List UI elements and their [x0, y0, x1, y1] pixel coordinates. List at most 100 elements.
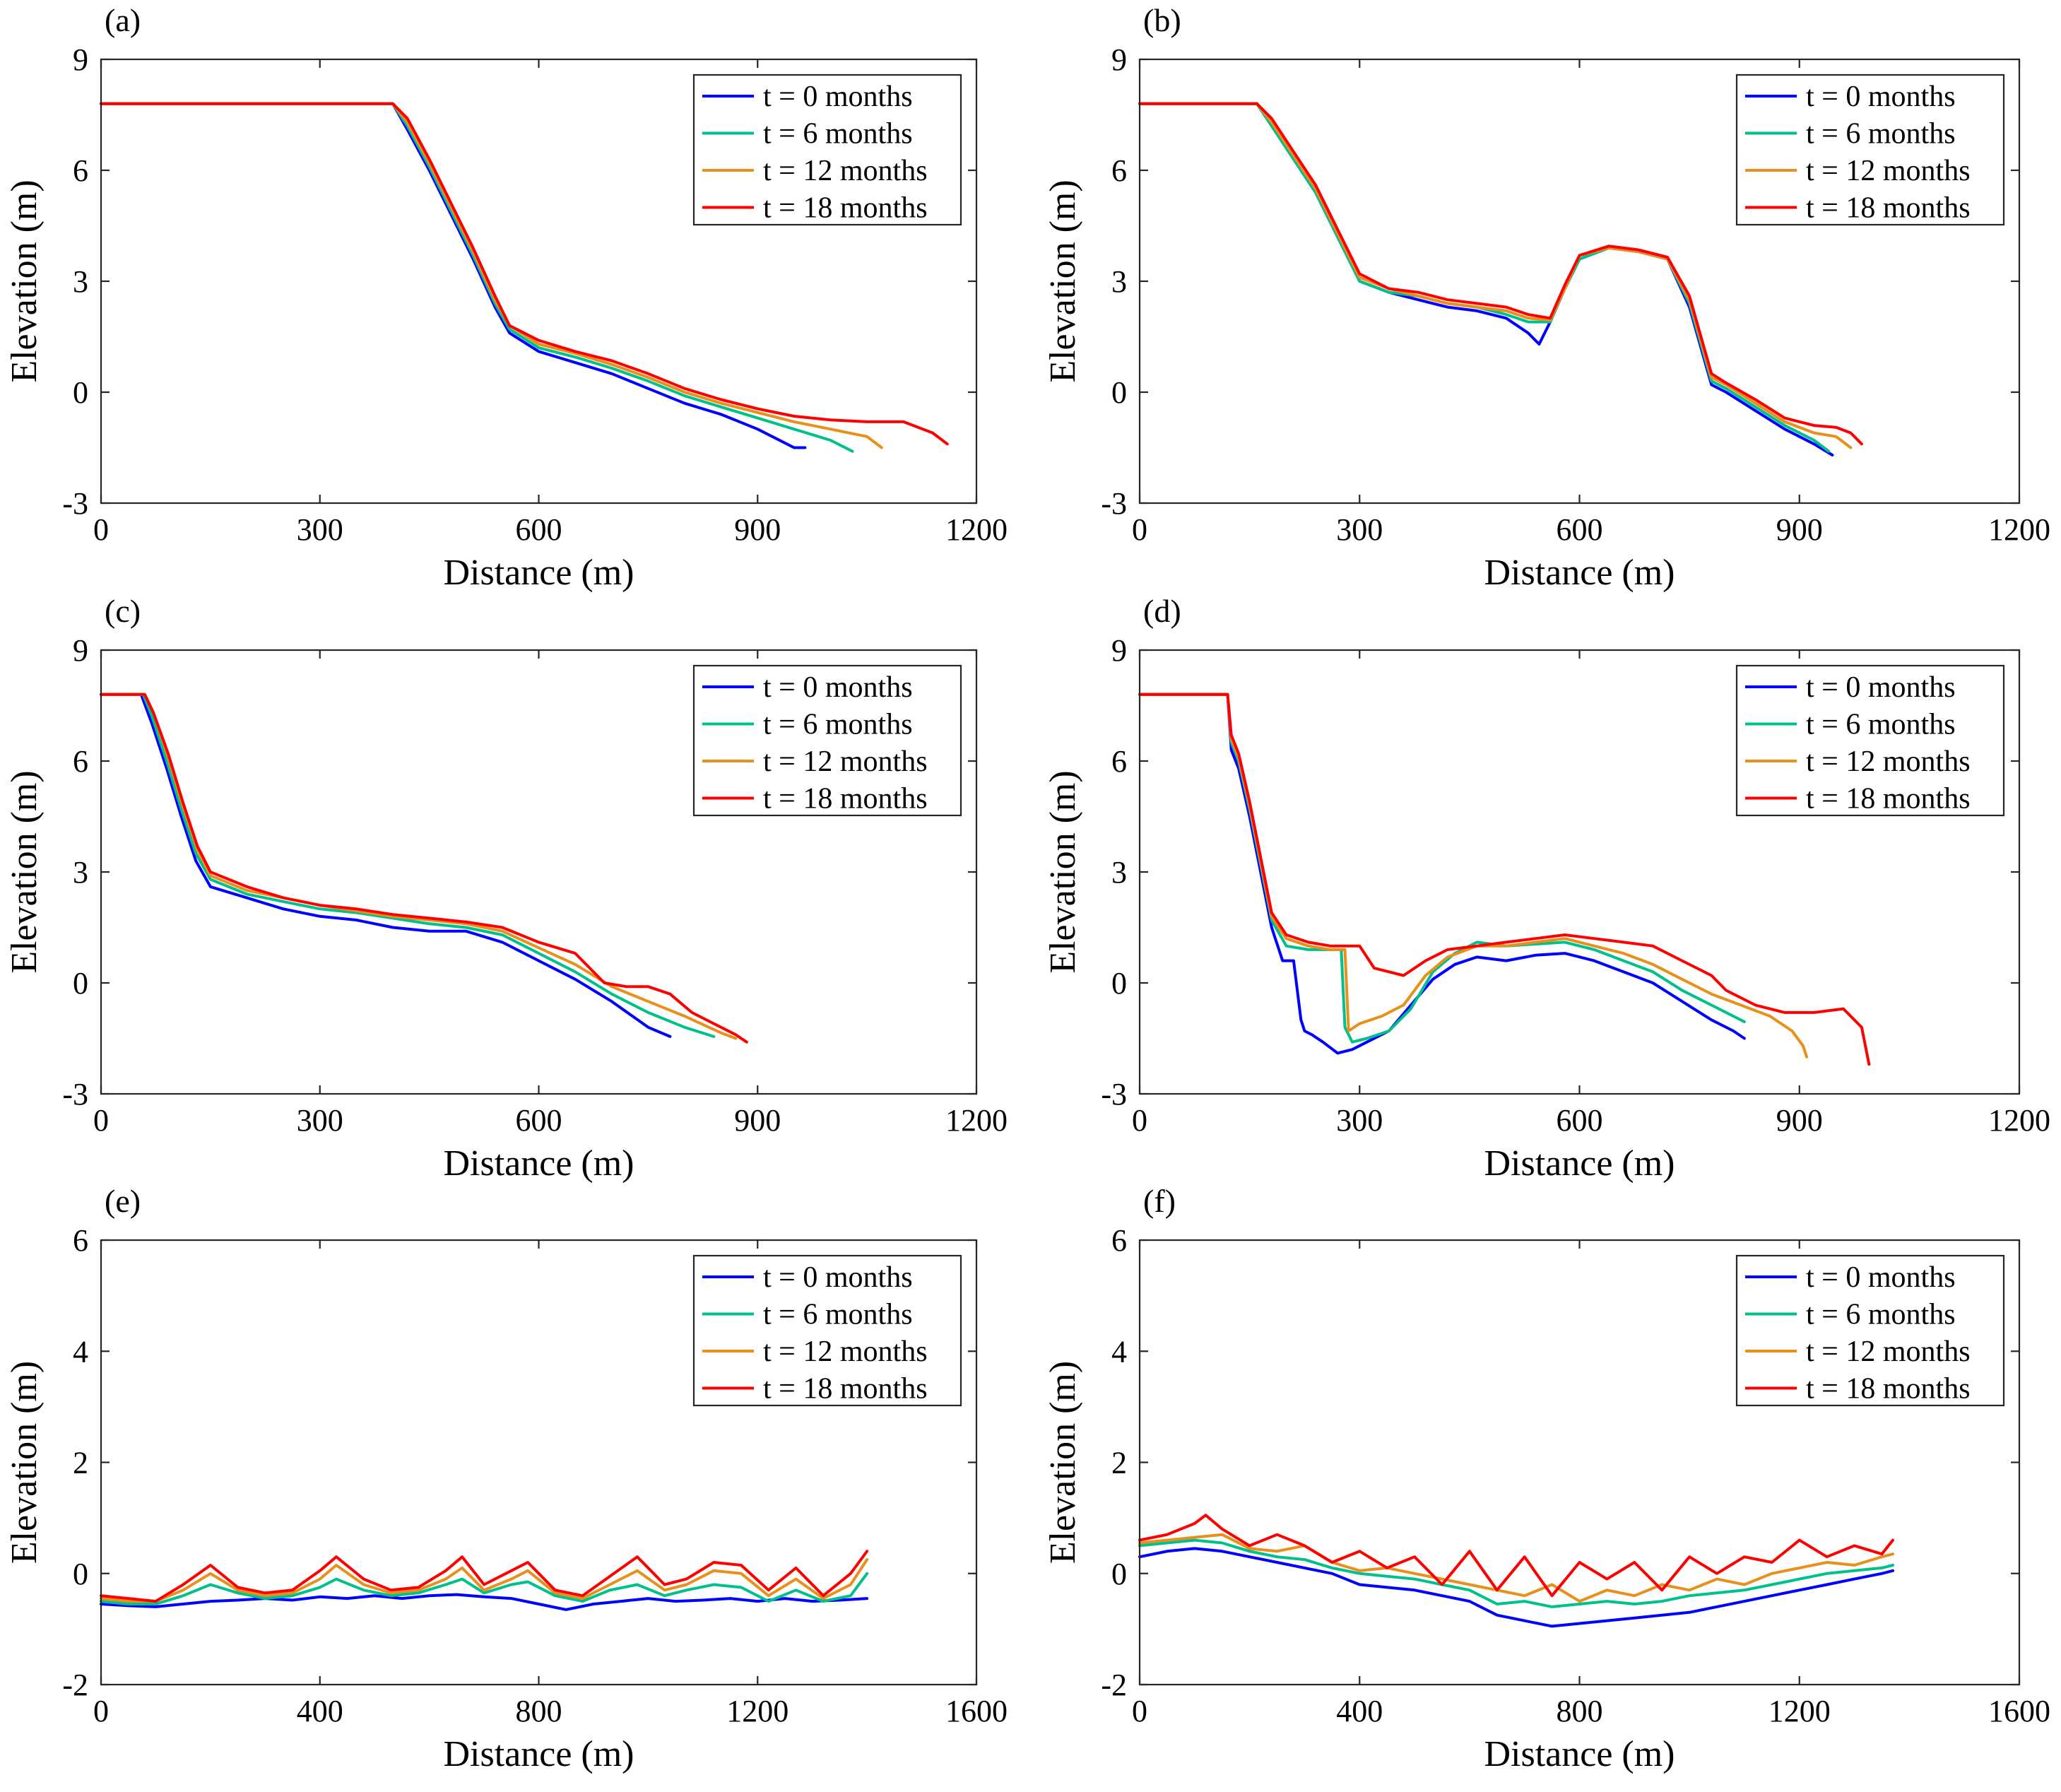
x-tick-label: 0	[93, 1694, 109, 1728]
y-axis-title: Elevation (m)	[4, 1361, 45, 1564]
y-tick-label: 3	[1111, 264, 1127, 299]
legend-label-2: t = 12 months	[763, 745, 928, 778]
y-tick-label: -3	[1101, 486, 1127, 521]
legend-box	[692, 664, 962, 817]
x-axis-title: Distance (m)	[1484, 553, 1675, 593]
series-group	[1138, 1514, 1894, 1628]
legend-box	[1735, 1254, 2005, 1407]
x-axis-title: Distance (m)	[1484, 1734, 1675, 1774]
series-line-0	[1138, 1547, 1894, 1628]
x-tick-label: 1200	[726, 1694, 789, 1728]
legend-label-2: t = 12 months	[1806, 155, 1971, 187]
x-tick-label: 1200	[945, 1103, 1008, 1138]
y-tick-label: 6	[73, 1223, 88, 1258]
y-tick-label: 9	[73, 633, 88, 668]
y-tick-label: -3	[1101, 1077, 1127, 1112]
x-tick-label: 600	[1557, 1103, 1603, 1138]
y-axis-title: Elevation (m)	[4, 770, 45, 973]
legend-label-0: t = 0 months	[1806, 81, 1956, 113]
legend-label-0: t = 0 months	[1806, 671, 1956, 704]
x-tick-label: 800	[1557, 1694, 1603, 1728]
x-axis-title: Distance (m)	[443, 1143, 634, 1184]
x-tick-label: 0	[1132, 512, 1147, 547]
y-tick-label: 2	[1111, 1446, 1127, 1480]
y-tick-label: 0	[1111, 375, 1127, 410]
series-group	[1138, 692, 1871, 1066]
x-tick-label: 900	[734, 1103, 781, 1138]
x-tick-label: 800	[516, 1694, 562, 1728]
series-line-3	[100, 1550, 869, 1603]
y-axis-title: Elevation (m)	[1043, 1361, 1083, 1564]
legend-label-3: t = 18 months	[763, 192, 928, 225]
legend-box	[1735, 73, 2005, 226]
x-tick-label: 600	[1557, 512, 1603, 547]
legend-label-1: t = 6 months	[1806, 709, 1956, 741]
y-tick-label: 9	[73, 42, 88, 77]
y-tick-label: -2	[1101, 1668, 1127, 1702]
series-line-2	[100, 1558, 869, 1603]
legend-label-1: t = 6 months	[763, 709, 913, 741]
series-line-3	[100, 102, 949, 446]
x-tick-label: 400	[297, 1694, 343, 1728]
y-tick-label: -3	[62, 1077, 88, 1112]
y-tick-label: 4	[1111, 1334, 1127, 1369]
panel-label: (c)	[105, 593, 141, 629]
legend-box	[692, 1254, 962, 1407]
legend-label-1: t = 6 months	[763, 1299, 913, 1331]
y-tick-label: 3	[73, 264, 88, 299]
legend-label-3: t = 18 months	[763, 1373, 928, 1405]
legend-label-2: t = 12 months	[1806, 1336, 1971, 1368]
y-tick-label: 6	[1111, 1223, 1127, 1258]
series-group	[100, 102, 949, 453]
x-tick-label: 300	[297, 1103, 343, 1138]
panel-label: (b)	[1143, 2, 1181, 38]
legend-label-0: t = 0 months	[763, 81, 913, 113]
x-tick-label: 300	[1336, 1103, 1383, 1138]
x-axis-title: Distance (m)	[443, 1734, 634, 1774]
panel-label: (a)	[105, 2, 141, 38]
x-tick-label: 0	[93, 1103, 109, 1138]
y-tick-label: 4	[73, 1334, 88, 1369]
legend-label-1: t = 6 months	[763, 118, 913, 151]
y-tick-label: 0	[73, 966, 88, 1001]
legend: t = 0 months t = 6 months t = 12 months t =…	[692, 73, 962, 226]
y-tick-label: 3	[1111, 855, 1127, 890]
y-tick-label: 6	[1111, 153, 1127, 188]
x-axis-title: Distance (m)	[443, 553, 634, 593]
legend-box	[1735, 664, 2005, 817]
series-line-2	[1138, 1533, 1894, 1603]
legend-label-3: t = 18 months	[1806, 1373, 1971, 1405]
y-tick-label: -3	[62, 486, 88, 521]
x-tick-label: 900	[1776, 1103, 1823, 1138]
x-tick-label: 1600	[945, 1694, 1008, 1728]
y-tick-label: 0	[73, 375, 88, 410]
y-tick-label: 6	[73, 153, 88, 188]
y-tick-label: -2	[62, 1668, 88, 1702]
x-axis-title: Distance (m)	[1484, 1143, 1675, 1184]
x-tick-label: 1200	[1988, 1103, 2050, 1138]
legend-box	[692, 73, 962, 226]
legend-label-0: t = 0 months	[763, 1261, 913, 1294]
x-tick-label: 600	[516, 1103, 562, 1138]
series-line-3	[100, 692, 748, 1044]
series-group	[100, 1550, 869, 1611]
y-axis-title: Elevation (m)	[1043, 770, 1083, 973]
y-tick-label: 0	[1111, 1557, 1127, 1591]
series-line-1	[1138, 1538, 1894, 1608]
legend-label-1: t = 6 months	[1806, 1299, 1956, 1331]
x-tick-label: 1200	[1988, 512, 2050, 547]
legend-label-3: t = 18 months	[1806, 783, 1971, 815]
x-tick-label: 1200	[1768, 1694, 1831, 1728]
legend-label-3: t = 18 months	[1806, 192, 1971, 225]
legend-label-3: t = 18 months	[763, 783, 928, 815]
x-tick-label: 900	[734, 512, 781, 547]
y-tick-label: 6	[73, 744, 88, 779]
series-line-0	[1138, 102, 1834, 456]
series-line-3	[1138, 692, 1871, 1066]
